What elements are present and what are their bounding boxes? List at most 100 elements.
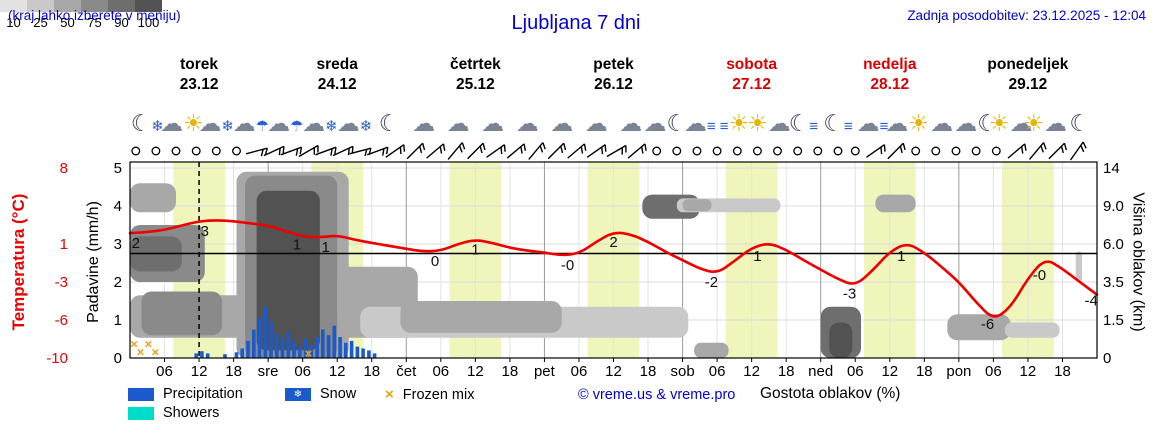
- density-value: 10: [6, 15, 21, 30]
- cloud-density-legend-label: Gostota oblakov (%): [760, 385, 901, 402]
- weather-icon: ☁≡: [857, 110, 889, 136]
- calm-wind-icon: [850, 146, 860, 156]
- svg-text:18: 18: [640, 363, 657, 380]
- day-date-sreda: 24.12: [318, 76, 357, 93]
- day-date-sobota: 27.12: [732, 76, 771, 93]
- svg-text:×: ×: [130, 337, 138, 352]
- svg-text:×: ×: [152, 344, 160, 359]
- svg-text:×: ×: [305, 346, 313, 361]
- wind-barb-icon: [332, 145, 354, 157]
- svg-text:×: ×: [137, 344, 145, 359]
- svg-text:3.5: 3.5: [1103, 274, 1124, 291]
- svg-text:8: 8: [60, 160, 68, 177]
- svg-text:0: 0: [114, 350, 122, 367]
- wind-barb-icon: [547, 142, 567, 160]
- svg-text:čet: čet: [396, 363, 417, 380]
- svg-text:9.0: 9.0: [1103, 198, 1124, 215]
- calm-wind-icon: [793, 146, 803, 156]
- weather-icon: ☁☂: [267, 110, 303, 136]
- attribution-link[interactable]: © vreme.us & vreme.pro: [578, 387, 736, 403]
- svg-text:18: 18: [916, 363, 933, 380]
- svg-text:1: 1: [293, 237, 301, 254]
- svg-text:18: 18: [778, 363, 795, 380]
- day-label-nedelja: nedelja: [863, 56, 917, 73]
- wind-barb-icon: [1048, 142, 1067, 160]
- day-date-torek: 23.12: [180, 76, 219, 93]
- weather-icon: ☁: [585, 110, 608, 136]
- svg-text:0: 0: [1103, 350, 1111, 367]
- weather-icon: ≡☀: [720, 110, 749, 136]
- day-label-ponedeljek: ponedeljek: [987, 56, 1068, 73]
- legend-frozen-mix-label: Frozen mix: [402, 386, 475, 403]
- frozen-mix-icon: ×: [385, 386, 394, 403]
- calm-wind-icon: [833, 146, 843, 156]
- svg-text:06: 06: [571, 363, 588, 380]
- svg-text:-2: -2: [705, 274, 718, 291]
- svg-text:1: 1: [753, 248, 761, 265]
- svg-text:12: 12: [1020, 363, 1037, 380]
- calm-wind-icon: [131, 146, 141, 156]
- day-date-petek: 26.12: [594, 76, 633, 93]
- legend-showers: Showers: [128, 405, 219, 421]
- temperature-curve: [128, 219, 1099, 318]
- svg-text:3: 3: [201, 223, 209, 240]
- svg-text:sob: sob: [671, 363, 695, 380]
- svg-text:18: 18: [363, 363, 380, 380]
- calm-wind-icon: [732, 146, 742, 156]
- temp-axis-ticks: 8 1 -3 -6 -10: [46, 160, 68, 367]
- showers-swatch-icon: [128, 406, 154, 420]
- density-box-10: [0, 0, 27, 12]
- legend-frozen-mix: × Frozen mix: [385, 386, 474, 403]
- density-gradient-values: 10 25 50 75 90 100: [0, 14, 1152, 32]
- weather-icon: ☁: [930, 110, 953, 136]
- day-date-četrtek: 25.12: [456, 76, 495, 93]
- density-gradient-bar: [0, 0, 1152, 12]
- region-hint: (kraj lahko izberete v meniju): [8, 8, 181, 23]
- weather-icon: ☁☀: [160, 110, 204, 136]
- wind-barb-icon: [627, 143, 647, 159]
- calm-wind-icon: [211, 146, 221, 156]
- calm-wind-icon: [911, 146, 921, 156]
- weather-icons-row: ☾❄☁☀☁❄☁☂☁☂☁❄ ☁❄ ☾ ☁ ☁ ☁ ☁ ☁ ☁ ☁ ☁☾☁≡ ≡☀☀☁☾≡ ☾≡ ☁≡☁☀ ☁ ☁…: [131, 110, 1090, 136]
- calm-wind-icon: [232, 146, 241, 156]
- svg-text:ned: ned: [808, 363, 833, 380]
- svg-text:1: 1: [471, 242, 479, 259]
- svg-text:06: 06: [985, 363, 1002, 380]
- svg-text:×: ×: [145, 337, 153, 352]
- weather-icon: ☁❄: [337, 110, 373, 136]
- legend-precipitation: Precipitation: [128, 386, 243, 402]
- legend-showers-label: Showers: [163, 405, 220, 421]
- svg-text:1.5: 1.5: [1103, 312, 1124, 329]
- density-box-75: [81, 0, 108, 12]
- weather-icon: ☁: [516, 110, 539, 136]
- svg-text:pet: pet: [534, 363, 556, 380]
- weather-icon: ☾❄: [131, 110, 164, 136]
- precipitation-bars: [194, 306, 377, 358]
- legend-precipitation-label: Precipitation: [163, 386, 243, 402]
- weather-icon: ☀☁: [1023, 110, 1067, 136]
- svg-text:18: 18: [225, 363, 242, 380]
- weather-icon: ☁: [447, 110, 470, 136]
- svg-text:-3: -3: [55, 274, 68, 291]
- svg-text:pon: pon: [946, 363, 971, 380]
- precip-axis-ticks: 5 4 3 2 1 0: [114, 160, 122, 367]
- weather-icon: ☁: [412, 110, 435, 136]
- weather-icon: ☀☁: [747, 110, 791, 136]
- svg-text:18: 18: [502, 363, 519, 380]
- wind-barb-icon: [1007, 143, 1027, 159]
- calm-wind-icon: [712, 146, 722, 156]
- page-title: Ljubljana 7 dni: [511, 12, 641, 34]
- density-box-100: [135, 0, 162, 12]
- cloud-density-layer: [130, 171, 1082, 358]
- day-label-torek: torek: [180, 56, 218, 73]
- svg-text:-0: -0: [561, 257, 574, 274]
- snowflake-icon: ❄: [293, 388, 303, 400]
- calm-wind-icon: [171, 146, 181, 156]
- svg-text:12: 12: [329, 363, 346, 380]
- wind-barb-icon: [263, 145, 285, 157]
- day-date-nedelja: 28.12: [870, 76, 909, 93]
- svg-text:2: 2: [609, 234, 617, 251]
- wind-barbs-row: [131, 141, 1087, 161]
